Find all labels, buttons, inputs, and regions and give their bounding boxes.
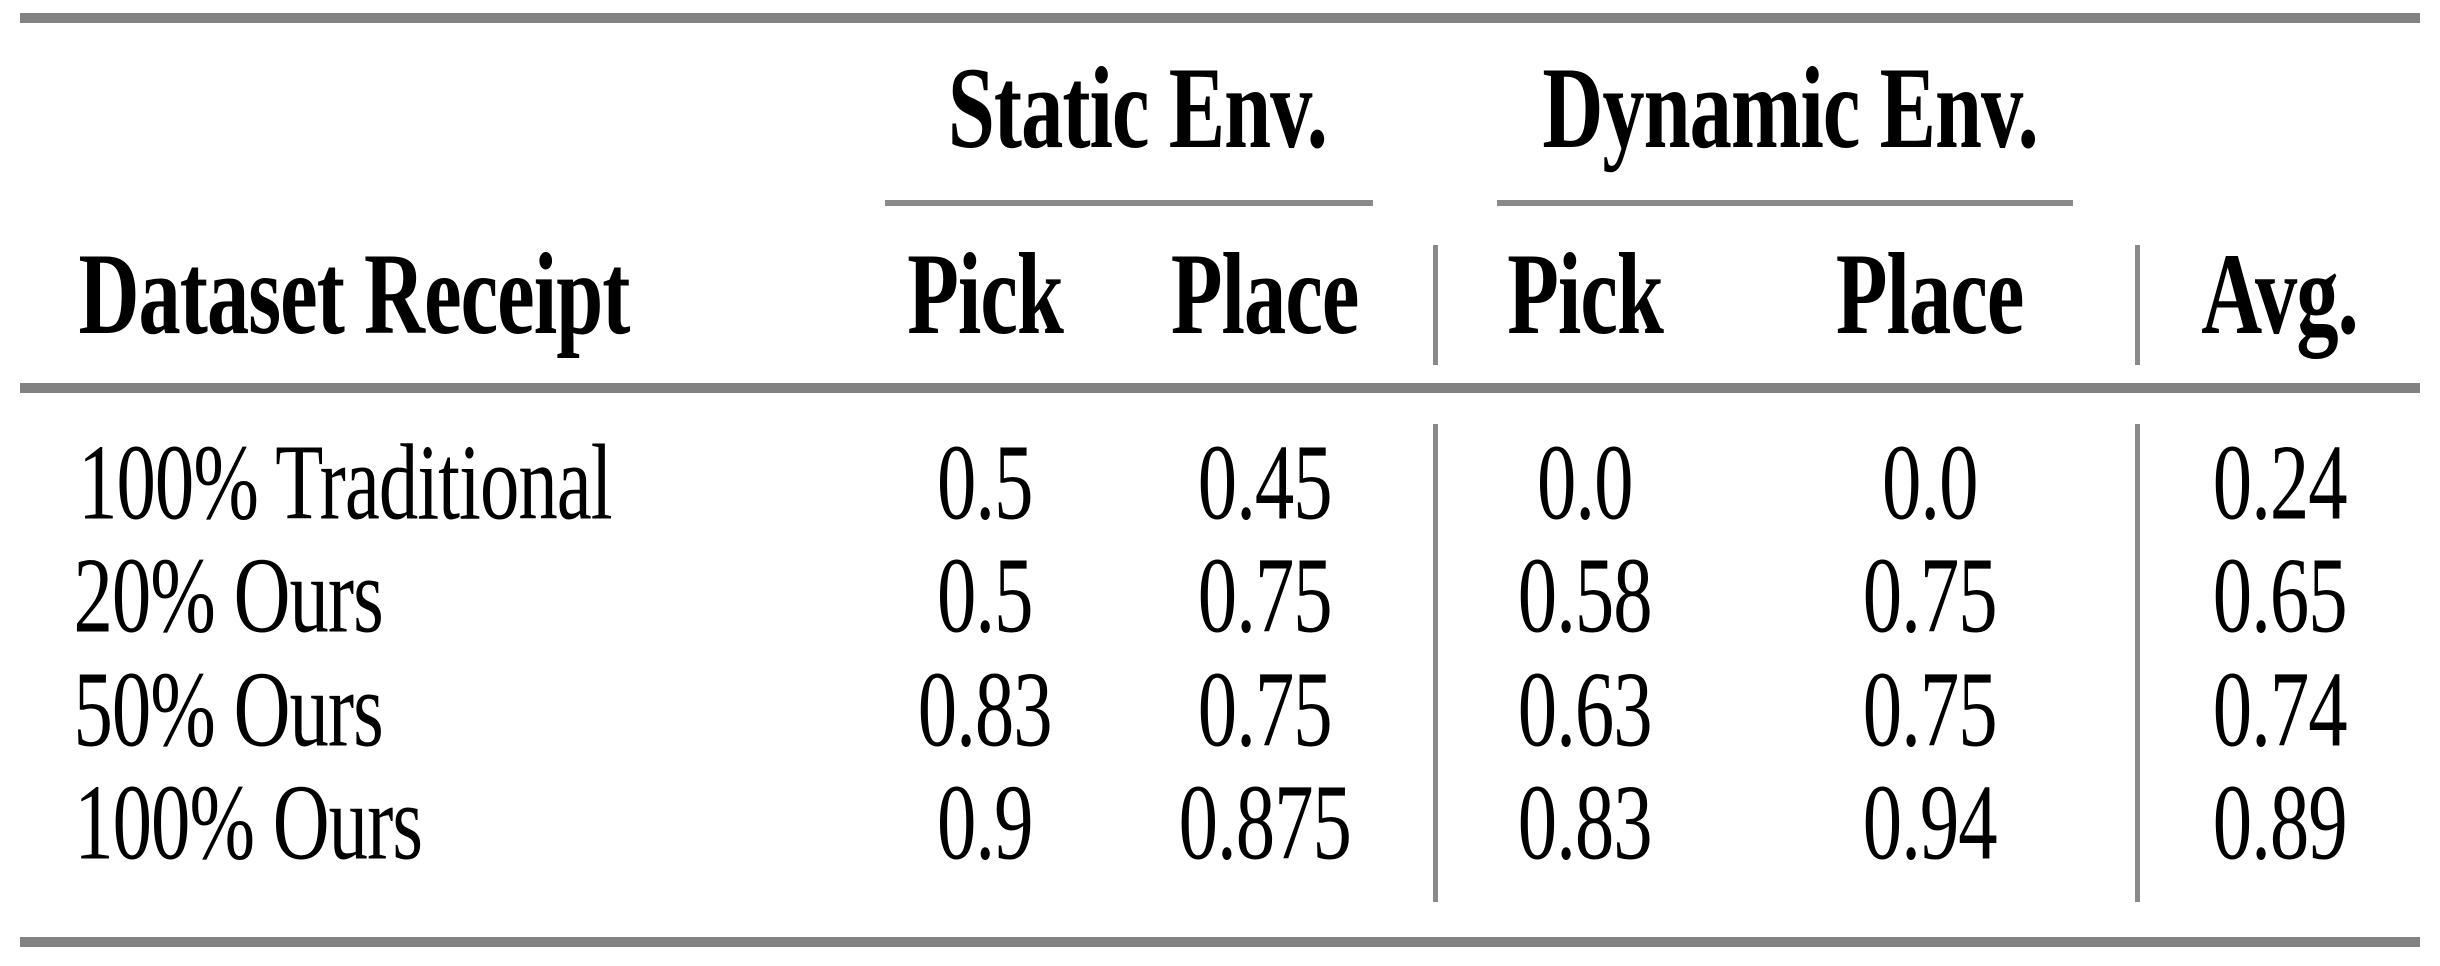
static-env-group-header: Static Env. [860, 45, 1415, 173]
cell-static-place: 0.45 [1198, 421, 1333, 542]
column-header-avg: Avg. [2201, 231, 2359, 360]
cell-dynamic-pick: 0.63 [1518, 648, 1653, 769]
cell-static-pick: 0.83 [918, 648, 1053, 769]
dynamic-env-group-header: Dynamic Env. [1440, 45, 2140, 173]
header-body-rule [20, 383, 2420, 393]
cell-dynamic-place: 0.0 [1882, 421, 1978, 542]
column-header-dynamic-place: Place [1836, 231, 2024, 360]
row-label: 100% Traditional [78, 421, 612, 542]
cell-static-place: 0.875 [1178, 761, 1352, 882]
top-rule [20, 13, 2420, 23]
cell-avg: 0.24 [2213, 421, 2348, 542]
column-header-dataset-receipt: Dataset Receipt [78, 231, 630, 360]
row-label: 50% Ours [73, 648, 383, 769]
table-row: 100% Ours 0.9 0.875 0.83 0.94 0.89 [0, 761, 2440, 882]
cell-dynamic-pick: 0.0 [1537, 421, 1633, 542]
cell-dynamic-place: 0.75 [1863, 534, 1998, 655]
body-separator-static-dynamic [1433, 424, 1438, 902]
dynamic-env-label: Dynamic Env. [1542, 45, 2038, 174]
cell-avg: 0.74 [2213, 648, 2348, 769]
header-separator-static-dynamic [1433, 245, 1438, 365]
bottom-rule [20, 937, 2420, 947]
cell-dynamic-pick: 0.83 [1518, 761, 1653, 882]
table-row: 20% Ours 0.5 0.75 0.58 0.75 0.65 [0, 534, 2440, 655]
column-header-static-pick: Pick [907, 231, 1064, 360]
group-header-row: Static Env. Dynamic Env. [0, 45, 2440, 173]
static-env-underline [885, 200, 1373, 206]
column-header-dynamic-pick: Pick [1507, 231, 1664, 360]
header-separator-avg [2135, 245, 2140, 365]
dynamic-env-underline [1497, 200, 2073, 206]
cell-avg: 0.65 [2213, 534, 2348, 655]
cell-static-pick: 0.5 [937, 421, 1033, 542]
cell-static-place: 0.75 [1198, 648, 1333, 769]
cell-avg: 0.89 [2213, 761, 2348, 882]
row-label: 20% Ours [73, 534, 383, 655]
cell-dynamic-place: 0.94 [1863, 761, 1998, 882]
table-row: 50% Ours 0.83 0.75 0.63 0.75 0.74 [0, 648, 2440, 769]
static-env-label: Static Env. [947, 45, 1328, 174]
cell-dynamic-place: 0.75 [1863, 648, 1998, 769]
table-row: 100% Traditional 0.5 0.45 0.0 0.0 0.24 [0, 421, 2440, 542]
cell-static-pick: 0.5 [937, 534, 1033, 655]
column-header-row: Dataset Receipt Pick Place Pick Place Av… [0, 231, 2440, 360]
cell-static-place: 0.75 [1198, 534, 1333, 655]
body-separator-avg [2135, 424, 2140, 902]
cell-static-pick: 0.9 [937, 761, 1033, 882]
cell-dynamic-pick: 0.58 [1518, 534, 1653, 655]
column-header-static-place: Place [1171, 231, 1359, 360]
row-label: 100% Ours [74, 761, 423, 882]
